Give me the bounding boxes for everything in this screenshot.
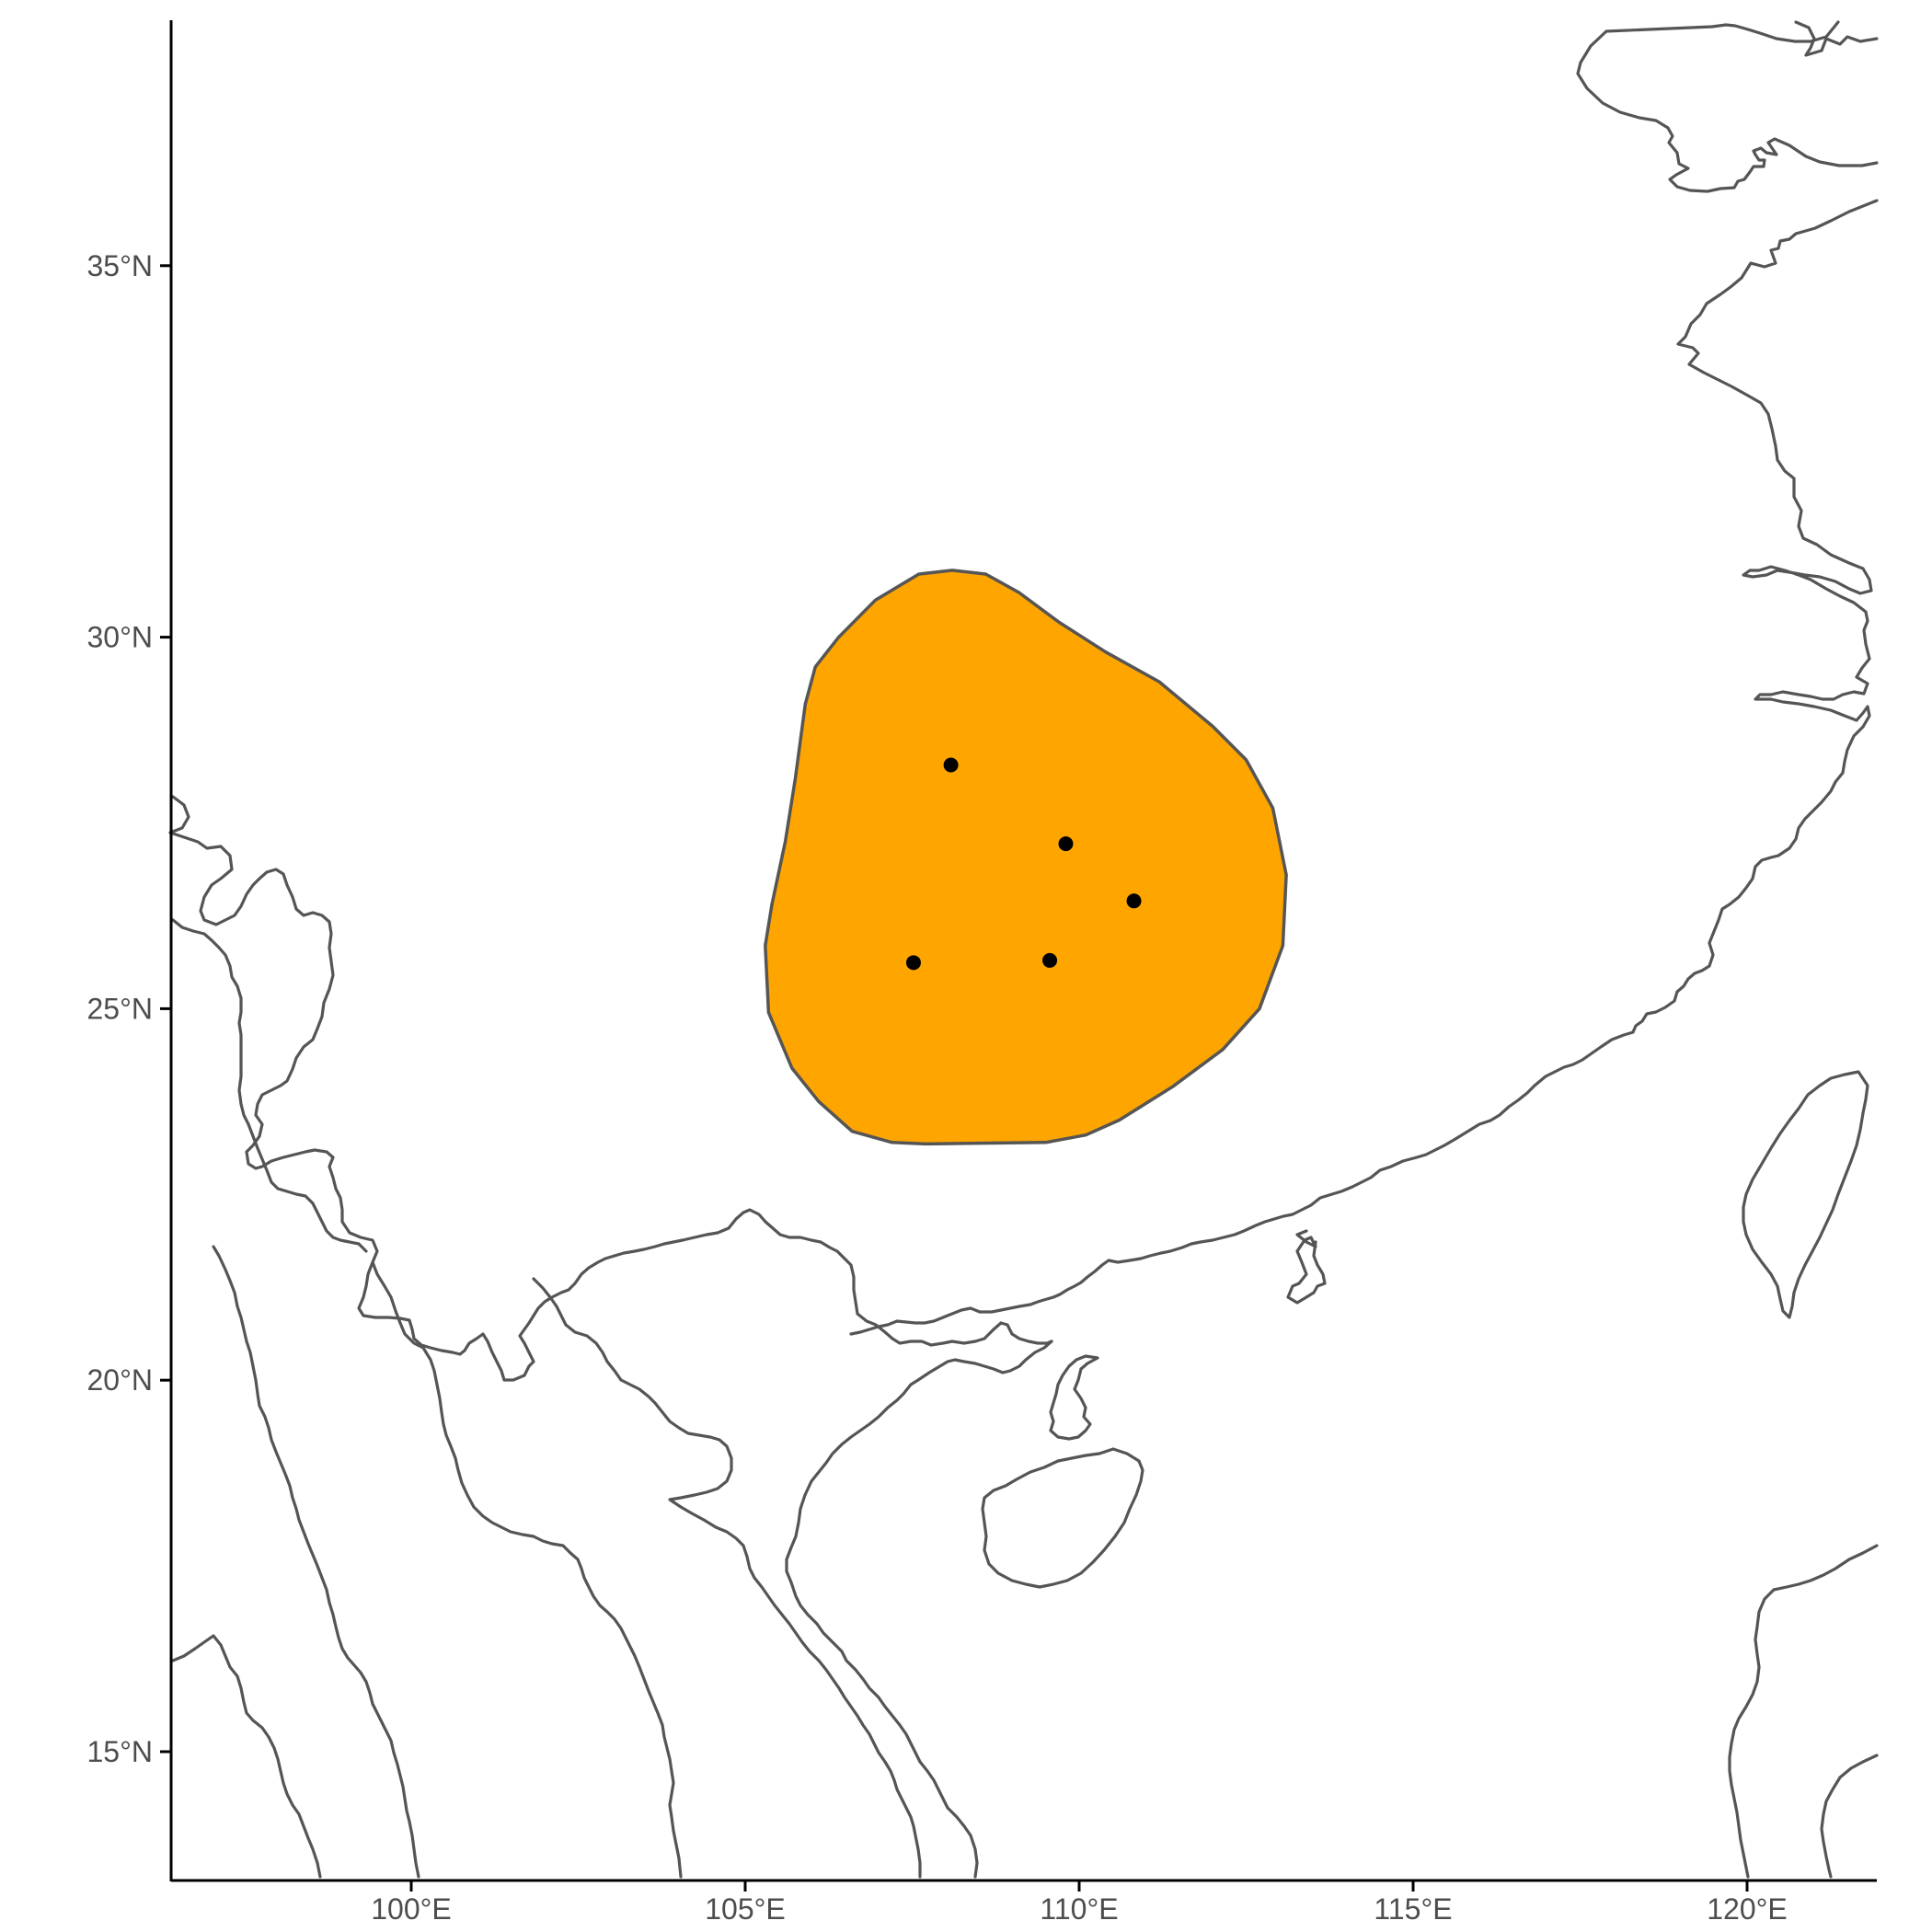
- occurrence-point: [1126, 893, 1142, 909]
- y-tick-label: 25°N: [87, 992, 154, 1025]
- x-axis-ticks: 100°E 105°E 110°E 115°E 120°E: [371, 1880, 1788, 1926]
- y-tick-label: 35°N: [87, 249, 154, 282]
- x-tick-label: 120°E: [1707, 1892, 1788, 1926]
- x-tick-label: 115°E: [1374, 1892, 1452, 1926]
- occurrence-points: [905, 757, 1142, 971]
- occurrence-point: [1042, 952, 1058, 968]
- coastline-philippines: [1728, 1544, 1879, 1879]
- occurrence-point: [943, 757, 959, 773]
- coastline-philippines-east: [1820, 1754, 1879, 1879]
- y-tick-label: 15°N: [87, 1735, 154, 1768]
- coastline-leizhou: [1049, 1354, 1099, 1441]
- x-axis: 100°E 105°E 110°E 115°E 120°E: [171, 1879, 1877, 1926]
- occurrence-point: [905, 955, 921, 971]
- coastlines: [168, 20, 1879, 1879]
- y-tick-label: 20°N: [87, 1363, 154, 1397]
- coastline-north-bohai: [1576, 20, 1879, 193]
- x-tick-label: 100°E: [371, 1892, 452, 1926]
- x-tick-label: 105°E: [705, 1892, 786, 1926]
- coastline-vietnam-laos: [532, 1277, 922, 1879]
- coastline-andaman: [171, 1634, 322, 1879]
- coastline-east-china: [849, 199, 1879, 1336]
- occurrence-point: [1058, 836, 1074, 852]
- coastline-pearl-delta: [1286, 1229, 1327, 1305]
- coastline-thailand-west: [212, 1245, 420, 1879]
- coastline-gulf-tonkin: [785, 1340, 1053, 1879]
- y-axis: 15°N 20°N 25°N 30°N 35°N: [87, 20, 173, 1881]
- coastline-taiwan: [1742, 1070, 1869, 1319]
- coastline-thailand-laos: [371, 1260, 683, 1879]
- range-area: [764, 569, 1288, 1146]
- coastline-china-border: [613, 1208, 1053, 1347]
- x-tick-label: 110°E: [1040, 1892, 1118, 1926]
- y-axis-ticks: 15°N 20°N 25°N 30°N 35°N: [87, 249, 171, 1768]
- y-tick-label: 30°N: [87, 621, 154, 654]
- coastline-liaodong: [1794, 20, 1879, 57]
- species-range-polygon: [764, 569, 1288, 1146]
- coastline-myanmar-thailand: [171, 918, 368, 1253]
- coastline-hainan: [981, 1447, 1144, 1589]
- coastline-indochina-west: [168, 795, 616, 1382]
